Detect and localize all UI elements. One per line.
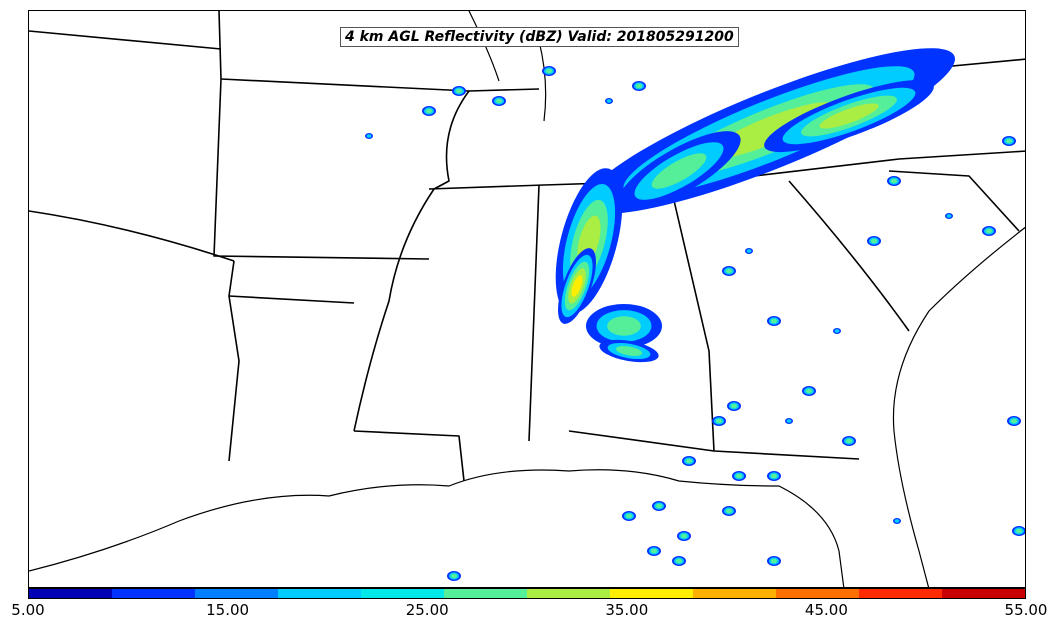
radar-echo <box>894 519 900 523</box>
radar-echo <box>450 573 458 579</box>
state-border-ms-la <box>353 430 465 482</box>
colorbar-segment <box>112 589 195 598</box>
radar-echo <box>985 228 993 234</box>
radar-echo <box>685 458 693 464</box>
lake-michigan-shore <box>468 11 547 122</box>
state-border-ark-la <box>228 295 355 304</box>
state-border-illinois-wi <box>218 11 222 80</box>
gulf-coastline <box>29 469 845 587</box>
radar-echo <box>635 83 643 89</box>
state-border-ga-sc <box>788 180 910 332</box>
radar-echo <box>655 503 663 509</box>
state-border-oh-river <box>433 90 470 190</box>
radar-echo <box>625 513 633 519</box>
radar-echo <box>730 403 738 409</box>
radar-echo <box>770 473 778 479</box>
state-border-missouri-north <box>220 78 540 92</box>
radar-echo <box>845 438 853 444</box>
state-border-nc-va <box>898 150 1025 160</box>
colorbar-tick-label: 15.00 <box>206 601 250 619</box>
radar-echo <box>946 214 952 218</box>
radar-echo <box>805 388 813 394</box>
colorbar-tick-label: 25.00 <box>405 601 449 619</box>
state-border-ms-al <box>528 184 540 442</box>
colorbar <box>28 588 1026 599</box>
radar-echo <box>725 508 733 514</box>
radar-echo <box>495 98 503 104</box>
radar-echo <box>735 473 743 479</box>
colorbar-segment <box>361 589 444 598</box>
radar-echo <box>571 275 583 297</box>
colorbar-segment <box>444 589 527 598</box>
map-title: 4 km AGL Reflectivity (dBZ) Valid: 20180… <box>340 27 739 47</box>
radar-echo <box>746 249 752 253</box>
colorbar-tick-label: 5.00 <box>11 601 45 619</box>
radar-echo <box>834 329 840 333</box>
colorbar-segment <box>195 589 278 598</box>
radar-echo <box>1010 418 1018 424</box>
radar-echo <box>651 153 707 189</box>
state-border-missouri-ark <box>213 78 430 260</box>
radar-echo <box>675 558 683 564</box>
state-border-fl-panhandle <box>568 430 860 460</box>
radar-echo <box>715 418 723 424</box>
state-border-al-ga <box>668 178 715 452</box>
radar-echo <box>819 103 879 129</box>
atlantic-coastline <box>892 226 1025 587</box>
radar-echo <box>455 88 463 94</box>
colorbar-segment <box>693 589 776 598</box>
colorbar-segment <box>776 589 859 598</box>
radar-echo <box>770 318 778 324</box>
colorbar-segment <box>29 589 112 598</box>
radar-echo <box>725 268 733 274</box>
radar-echo <box>545 68 553 74</box>
colorbar-segment <box>610 589 693 598</box>
radar-echo <box>770 558 778 564</box>
radar-echo <box>650 548 658 554</box>
radar-echo <box>680 533 688 539</box>
radar-echo <box>425 108 433 114</box>
colorbar-segment <box>278 589 361 598</box>
colorbar-tick-label: 35.00 <box>605 601 649 619</box>
radar-echo <box>870 238 878 244</box>
state-border-iowa-missouri <box>29 30 222 50</box>
radar-echo <box>1015 528 1023 534</box>
colorbar-segment <box>859 589 942 598</box>
radar-echo <box>615 346 643 356</box>
radar-echo <box>366 134 372 138</box>
state-border-mississippi-river <box>353 188 435 432</box>
state-border-oklahoma <box>29 210 235 262</box>
state-border-nc-sc <box>888 170 1020 232</box>
colorbar-segment <box>527 589 610 598</box>
map-canvas <box>29 11 1025 587</box>
radar-echo <box>786 419 792 423</box>
radar-echo <box>1005 138 1013 144</box>
state-border-texas <box>228 260 240 462</box>
radar-echo <box>606 99 612 103</box>
map-panel: 4 km AGL Reflectivity (dBZ) Valid: 20180… <box>28 10 1026 588</box>
colorbar-segment <box>942 589 1025 598</box>
colorbar-tick-label: 55.00 <box>1004 601 1048 619</box>
radar-echo <box>607 316 641 336</box>
radar-echo <box>890 178 898 184</box>
colorbar-tick-label: 45.00 <box>804 601 848 619</box>
